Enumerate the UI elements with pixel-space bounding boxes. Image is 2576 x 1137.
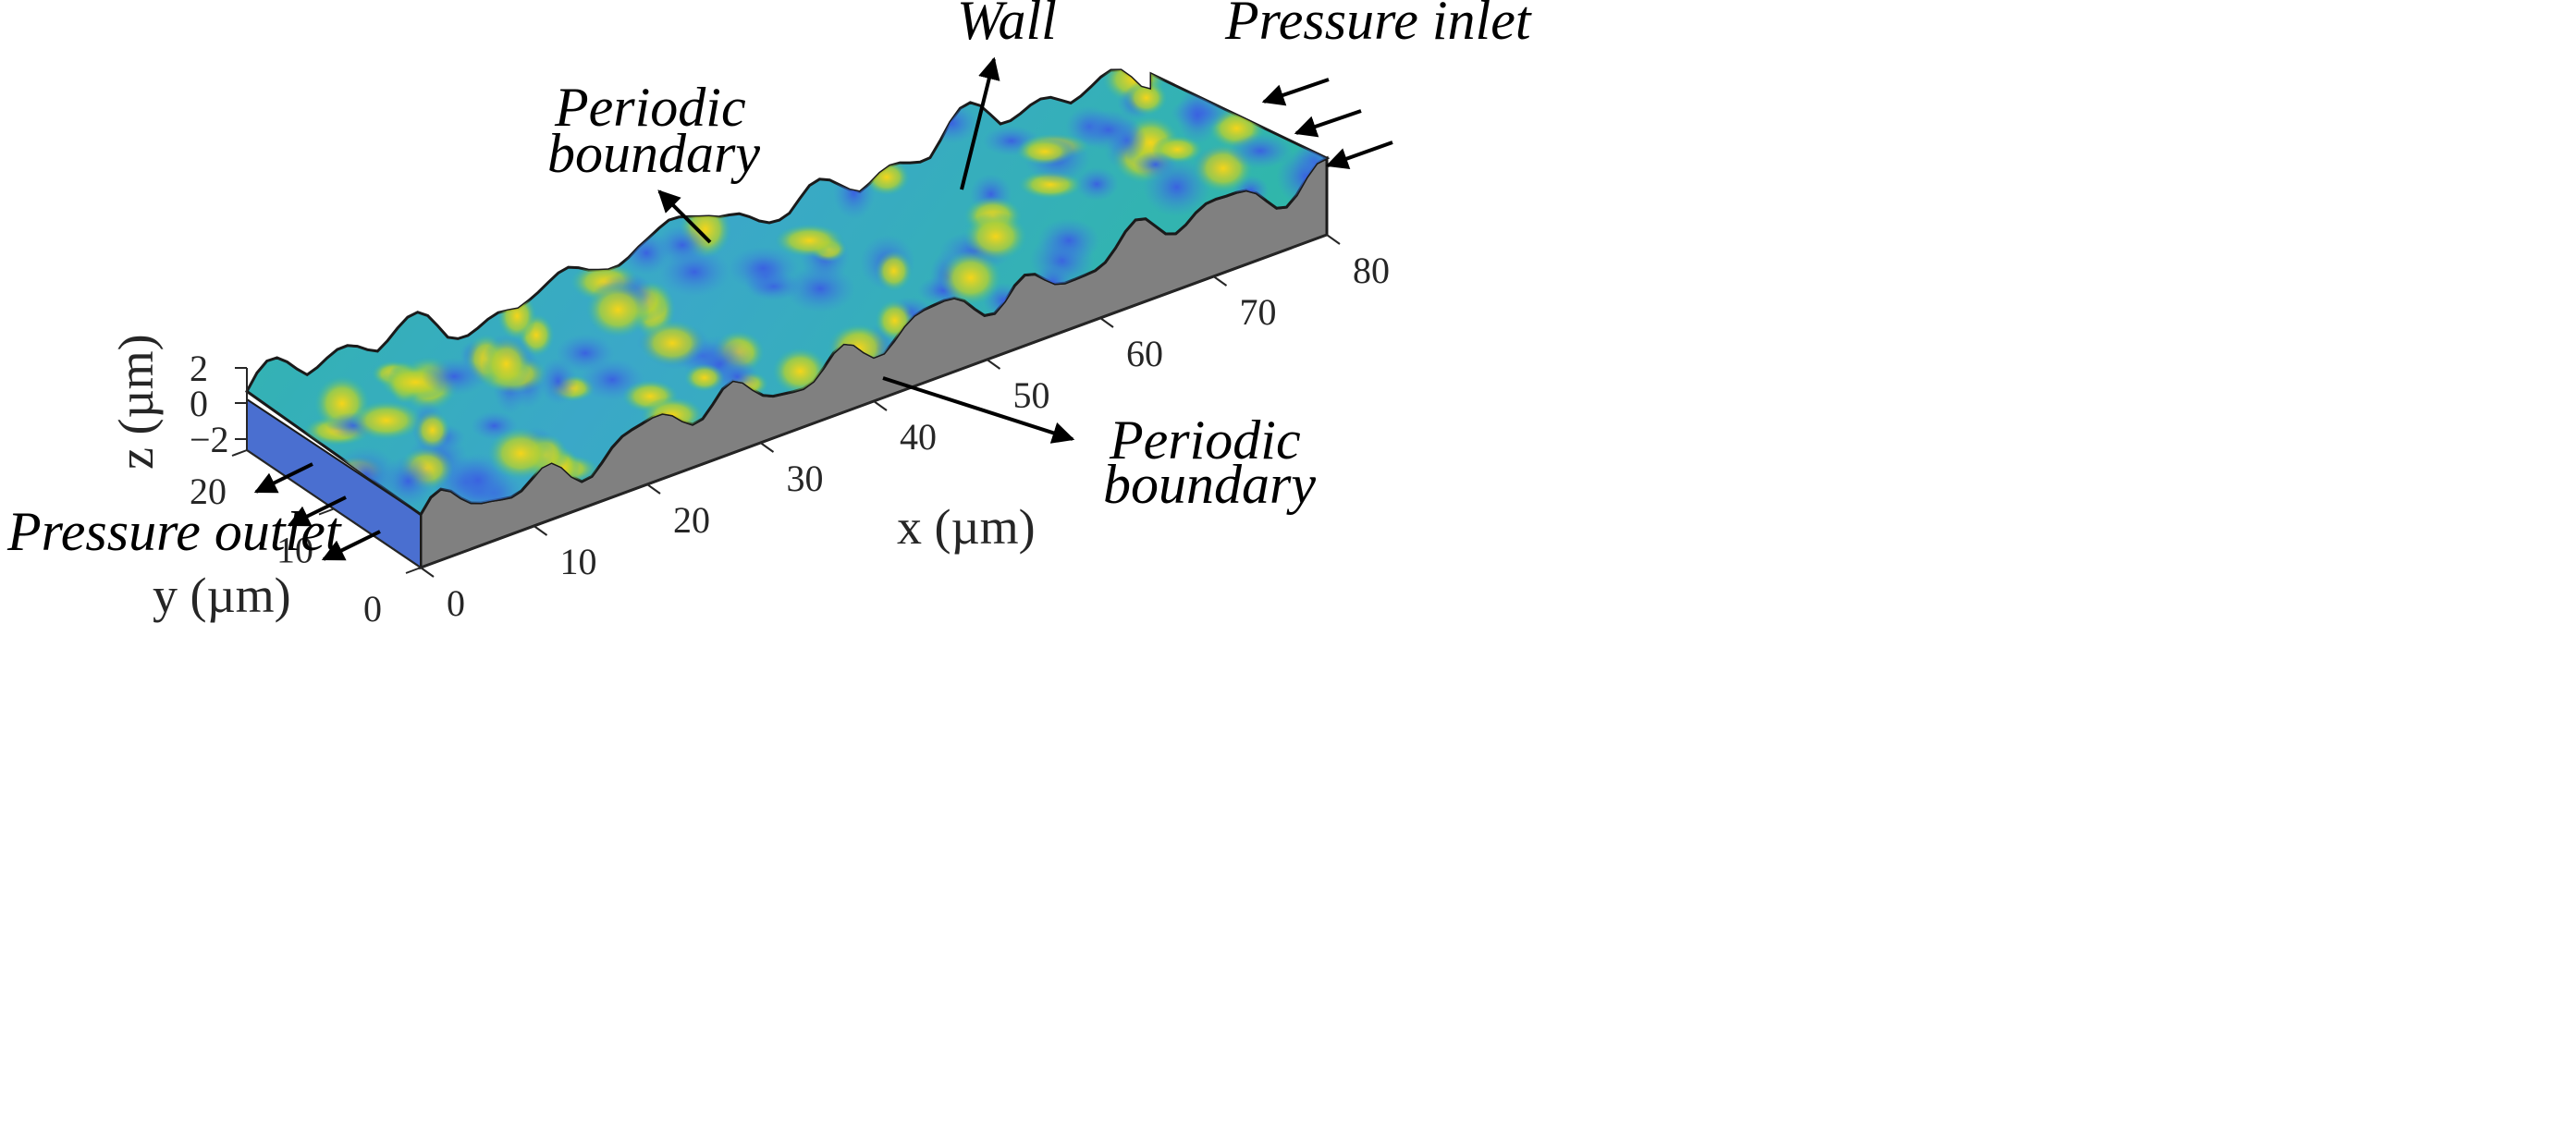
x-tick-label: 40 bbox=[900, 416, 937, 458]
wall-arrow bbox=[960, 56, 1000, 190]
inlet-arrow-1 bbox=[1261, 78, 1330, 106]
periodic-boundary-top-line2: boundary bbox=[547, 123, 760, 184]
x-tick-label: 50 bbox=[1013, 374, 1050, 416]
surface-valley bbox=[1074, 166, 1119, 202]
periodic-boundary-side-line2: boundary bbox=[1103, 454, 1316, 515]
y-tick-label: 0 bbox=[363, 588, 382, 630]
surface-peak bbox=[963, 212, 1027, 262]
outlet-arrow-3 bbox=[321, 530, 381, 561]
wall-label: Wall bbox=[957, 0, 1057, 51]
x-tick bbox=[759, 442, 775, 453]
y-tick bbox=[405, 567, 422, 574]
surface-valley bbox=[1037, 218, 1100, 263]
pressure-outlet-label: Pressure outlet bbox=[6, 501, 342, 562]
inlet-arrow-2 bbox=[1294, 109, 1362, 138]
surface-valley bbox=[1227, 133, 1294, 169]
surface-valley bbox=[832, 166, 876, 220]
rough-surface bbox=[245, 68, 1331, 517]
y-tick-label: 20 bbox=[190, 471, 227, 512]
x-tick-label: 30 bbox=[787, 458, 824, 499]
inlet-arrow-3 bbox=[1325, 141, 1393, 170]
surface-valley bbox=[1076, 108, 1140, 151]
surface-valley bbox=[538, 357, 578, 405]
surface-peak bbox=[875, 251, 913, 292]
surface-valley bbox=[715, 360, 759, 394]
x-tick-label: 60 bbox=[1126, 333, 1163, 374]
periodic-boundary-top-line1: Periodic bbox=[554, 77, 746, 138]
x-tick bbox=[1212, 275, 1228, 287]
x-tick bbox=[646, 483, 661, 495]
x-tick bbox=[420, 567, 435, 578]
surface-valley bbox=[656, 225, 709, 265]
surface-peak bbox=[481, 336, 532, 391]
x-tick bbox=[986, 359, 1001, 370]
surface-valley bbox=[556, 334, 615, 373]
surface-valley bbox=[926, 103, 978, 144]
x-tick bbox=[873, 400, 888, 411]
z-axis-label: z (µm) bbox=[108, 334, 164, 470]
surface-peak bbox=[585, 281, 650, 338]
x-axis-label: x (µm) bbox=[897, 499, 1036, 555]
surface-peak bbox=[487, 427, 554, 480]
surface-peak bbox=[774, 224, 845, 258]
y-axis-label: y (µm) bbox=[153, 568, 291, 623]
x-tick-label: 80 bbox=[1353, 250, 1390, 291]
surface-peak bbox=[414, 410, 451, 450]
outlet-arrow-2 bbox=[287, 495, 347, 527]
pressure-inlet-label: Pressure inlet bbox=[1224, 0, 1532, 51]
surface-peak bbox=[350, 400, 423, 441]
z-tick-label: 0 bbox=[190, 383, 208, 424]
x-tick-label: 20 bbox=[673, 499, 710, 541]
y-tick-label: 10 bbox=[276, 530, 313, 571]
surface-peak bbox=[939, 250, 1002, 306]
surface-valley bbox=[728, 246, 799, 290]
outlet-arrow-1 bbox=[253, 462, 313, 494]
z-tick-label: 2 bbox=[190, 348, 208, 389]
surface-valley bbox=[421, 358, 487, 396]
x-tick bbox=[1099, 317, 1114, 328]
surface-peak bbox=[684, 363, 725, 392]
x-tick-label: 10 bbox=[560, 541, 597, 582]
x-tick bbox=[533, 525, 548, 536]
x-tick-label: 70 bbox=[1240, 291, 1277, 333]
periodic-top-arrow bbox=[657, 190, 712, 244]
y-tick bbox=[318, 507, 335, 516]
x-tick bbox=[1326, 234, 1341, 245]
surface-peak bbox=[1124, 79, 1168, 116]
periodic-boundary-side-line1: Periodic bbox=[1109, 410, 1301, 471]
z-tick-label: −2 bbox=[190, 419, 229, 460]
x-tick-label: 0 bbox=[447, 582, 465, 624]
periodic-side-arrow bbox=[882, 376, 1075, 444]
surface-peak bbox=[1015, 138, 1074, 165]
surface-peak bbox=[497, 291, 537, 341]
y-tick bbox=[231, 449, 248, 457]
